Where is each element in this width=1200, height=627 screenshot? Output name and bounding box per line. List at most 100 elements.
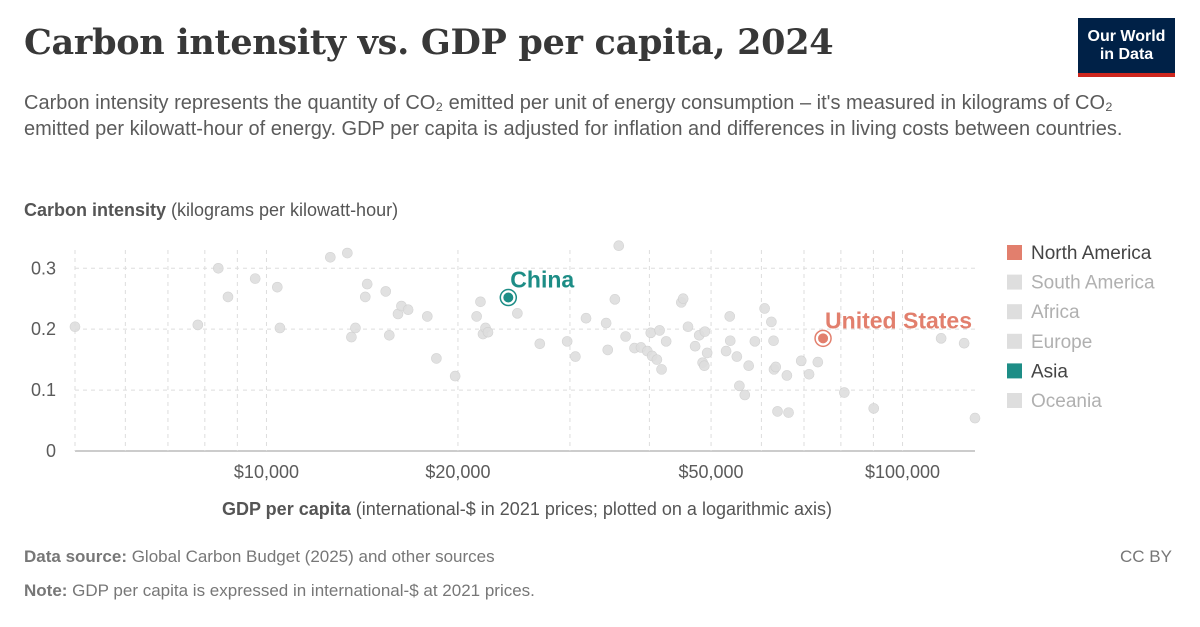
y-tick-label: 0: [46, 441, 56, 461]
y-axis-label-bold: Carbon intensity: [24, 200, 166, 220]
x-axis-label-rest: (international-$ in 2021 prices; plotted…: [351, 499, 832, 519]
scatter-point: [421, 311, 433, 322]
scatter-point: [720, 345, 732, 357]
y-tick-label: 0.1: [31, 380, 56, 400]
scatter-point: [620, 331, 631, 342]
scatter-point: [656, 364, 667, 375]
license-link[interactable]: CC BY: [1120, 547, 1172, 566]
y-tick-labels: 0 0.1 0.2 0.3: [31, 258, 56, 461]
scatter-point: [969, 412, 981, 424]
scatter-point: [359, 291, 371, 303]
legend-label: Africa: [1031, 302, 1080, 323]
scatter-point: [512, 308, 523, 319]
data-points: [69, 240, 981, 424]
highlight-label: China: [510, 267, 574, 293]
data-source-label: Data source:: [24, 547, 127, 566]
note-text: GDP per capita is expressed in internati…: [67, 581, 535, 600]
highlight-point: [503, 292, 514, 303]
scatter-point: [868, 403, 880, 414]
note-label: Note:: [24, 581, 68, 600]
scatter-point: [739, 389, 751, 401]
scatter-point: [734, 380, 745, 392]
scatter-point: [475, 296, 486, 308]
y-axis-label: Carbon intensity (kilograms per kilowatt…: [24, 200, 398, 220]
x-axis-label: GDP per capita (international-$ in 2021 …: [222, 499, 832, 519]
scatter-point: [192, 319, 204, 331]
scatter-point: [731, 351, 743, 362]
x-tick-labels: $10,000 $20,000 $50,000 $100,000: [234, 462, 940, 482]
scatter-point: [682, 321, 694, 333]
scatter-point: [534, 338, 546, 350]
scatter-point: [768, 335, 779, 347]
legend-swatch: [1007, 304, 1022, 320]
y-tick-label: 0.3: [31, 258, 56, 278]
scatter-point: [346, 331, 357, 343]
scatter-point: [839, 387, 850, 398]
x-tick-label: $20,000: [425, 462, 490, 482]
scatter-point: [677, 293, 689, 305]
legend-label: Europe: [1031, 332, 1092, 353]
scatter-point: [570, 351, 581, 362]
scatter-point: [958, 337, 970, 349]
scatter-point: [600, 317, 612, 329]
x-tick-label: $10,000: [234, 462, 299, 482]
x-axis-label-bold: GDP per capita: [222, 499, 352, 519]
scatter-point: [249, 273, 261, 284]
legend-item[interactable]: South America: [1007, 273, 1155, 294]
legend-swatch: [1007, 274, 1022, 290]
y-tick-label: 0.2: [31, 319, 56, 339]
highlight-ring: [499, 288, 518, 307]
scatter-point: [724, 335, 736, 347]
highlight-ring: [814, 329, 832, 348]
scatter-point: [803, 368, 815, 380]
scatter-point: [431, 353, 442, 364]
scatter-point: [580, 312, 592, 324]
scatter-point: [380, 286, 392, 297]
scatter-chart: Carbon intensity (kilograms per kilowatt…: [24, 200, 1155, 519]
legend-item[interactable]: Africa: [1007, 302, 1080, 323]
scatter-point: [384, 329, 395, 341]
scatter-point: [699, 326, 711, 337]
legend-item[interactable]: North America: [1007, 243, 1152, 264]
scatter-point: [654, 325, 665, 336]
chart-subtitle: Carbon intensity represents the quantity…: [24, 92, 1123, 140]
scatter-point: [724, 311, 736, 322]
logo-line-2: in Data: [1099, 45, 1154, 63]
legend-swatch: [1007, 245, 1022, 260]
scatter-point: [69, 321, 81, 333]
scatter-point: [274, 322, 286, 334]
scatter-point: [701, 347, 713, 359]
scatter-point: [795, 355, 807, 367]
x-tick-label: $100,000: [865, 462, 940, 482]
legend-item[interactable]: Asia: [1007, 361, 1068, 382]
legend-label: Oceania: [1031, 391, 1102, 412]
scatter-point: [213, 262, 224, 274]
scatter-point: [935, 333, 947, 344]
scatter-point: [602, 344, 614, 356]
legend-item[interactable]: Europe: [1007, 332, 1092, 353]
y-axis-label-rest: (kilograms per kilowatt-hour): [166, 200, 398, 220]
scatter-point: [325, 252, 336, 263]
highlighted-points: China United States: [499, 267, 972, 348]
scatter-point: [361, 278, 373, 290]
data-source: Data source: Global Carbon Budget (2025)…: [24, 547, 495, 567]
scatter-point: [449, 370, 461, 382]
legend-label: North America: [1031, 243, 1152, 264]
scatter-point: [772, 406, 783, 417]
scatter-point: [689, 340, 701, 352]
scatter-point: [651, 354, 663, 365]
grid: [74, 250, 975, 452]
legend-swatch: [1007, 393, 1022, 408]
owid-logo[interactable]: Our World in Data: [1078, 18, 1175, 77]
scatter-point: [350, 322, 361, 334]
scatter-point: [660, 336, 672, 347]
scatter-point: [342, 247, 353, 259]
legend-item[interactable]: Oceania: [1007, 391, 1102, 412]
legend: North America South America Africa Europe As…: [1007, 243, 1155, 412]
legend-label: South America: [1031, 273, 1155, 294]
logo-line-1: Our World: [1087, 27, 1166, 45]
scatter-point: [781, 370, 793, 381]
chart-note: Note: GDP per capita is expressed in int…: [24, 581, 535, 601]
scatter-point: [783, 407, 794, 418]
scatter-point: [645, 327, 657, 339]
